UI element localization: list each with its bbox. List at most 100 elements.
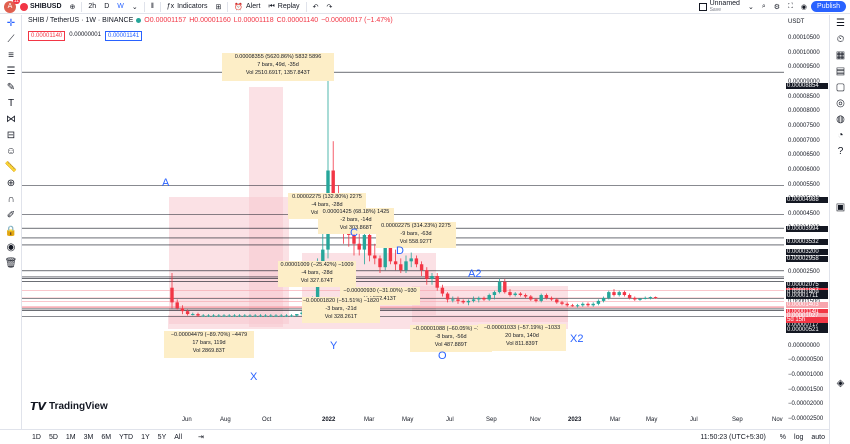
interval-w[interactable]: W (117, 3, 124, 10)
price-tick-label: 0.00010500 (788, 35, 820, 41)
range-6m[interactable]: 6M (101, 433, 112, 441)
zoom-icon[interactable]: ⊕ (6, 177, 16, 189)
publish-button[interactable]: Publish (811, 1, 846, 12)
go-to-date-icon[interactable]: ⇥ (198, 434, 204, 441)
interval-d[interactable]: D (104, 3, 110, 10)
horizontal-lines-icon[interactable]: ≡ (8, 49, 14, 61)
fullscreen-icon[interactable]: ⛶ (788, 2, 793, 10)
log-toggle[interactable]: log (794, 433, 804, 441)
trash-icon[interactable]: 🗑 (4, 257, 18, 269)
range-1d[interactable]: 1D (32, 433, 41, 441)
help-icon[interactable]: ? (837, 145, 844, 157)
wave-label-x2[interactable]: X2 (570, 333, 584, 345)
range-ytd[interactable]: YTD (119, 433, 134, 441)
symbol-search[interactable]: SHIBUSD (16, 0, 66, 14)
measure-box[interactable]: 0.00001425 (68.18%) 1425 -2 bars, -14d V… (318, 208, 394, 234)
data-window-icon[interactable]: ▦ (835, 49, 846, 61)
price-level-label[interactable]: 0.00004988 (786, 196, 828, 203)
range-5d[interactable]: 5D (48, 433, 58, 441)
wave-label-a[interactable]: A (162, 177, 170, 189)
wave-label-a2[interactable]: A2 (468, 268, 482, 280)
range-1m[interactable]: 1M (65, 433, 76, 441)
interval-dropdown-icon[interactable]: ⌄ (131, 3, 138, 11)
streams-icon[interactable]: ◍ (836, 113, 845, 125)
candle-style-icon[interactable]: ⫴ (150, 2, 154, 10)
price-level-label[interactable]: 0.00000717 (786, 321, 828, 328)
camera-icon[interactable]: ◉ (800, 3, 808, 11)
text-icon[interactable]: T (7, 97, 15, 109)
price-axis[interactable]: USDT 0.00010500 0.00010000 0.00009500 0.000… (784, 15, 829, 429)
ideas-icon[interactable]: ◎ (836, 97, 845, 109)
layout-button[interactable]: Unnamed Save (695, 0, 744, 14)
wave-label-d[interactable]: D (396, 245, 404, 257)
watchlist-icon[interactable]: ☰ (836, 17, 845, 29)
chart-pane[interactable]: SHIB / TetherUS · 1W · BINANCE O0.000011… (22, 15, 784, 429)
pine-icon[interactable]: ▣ (835, 201, 846, 213)
time-axis[interactable]: Jun Aug Oct 2022 Mar May Jul Sep Nov 2023 Mar May Ju… (22, 414, 784, 428)
undo-icon[interactable]: ↶ (312, 3, 319, 11)
measure-box[interactable]: −0.00004479 (−89.70%) −4479 17 bars, 119… (164, 331, 254, 358)
price-tick-label: 0.00009000 (788, 78, 820, 85)
notifications-icon[interactable]: ◔ (837, 129, 844, 141)
price-level-label[interactable]: 0.00008854 (786, 83, 828, 90)
range-all[interactable]: All (174, 433, 183, 441)
search-icon[interactable]: ⌕ (761, 2, 766, 10)
measure-text: -2 bars, -14d (340, 217, 372, 223)
magnet-icon[interactable]: ∩ (7, 193, 15, 205)
price-level-label[interactable]: 0.00003200 (786, 248, 828, 255)
price-level-label[interactable]: 0.00003994 (786, 225, 828, 232)
templates-icon[interactable]: ⊞ (215, 3, 222, 11)
prediction-icon[interactable]: ⊟ (6, 129, 16, 141)
auto-toggle[interactable]: auto (811, 433, 825, 441)
calendar-icon[interactable]: ▤ (835, 65, 846, 77)
lock-pencil-icon[interactable]: ✐ (6, 209, 16, 221)
replay-button[interactable]: ⏮ Replay (264, 0, 303, 14)
price-level-label[interactable]: 0.00002958 (786, 255, 828, 262)
ask-price[interactable]: 0.00001141 (104, 31, 143, 41)
interval-2h[interactable]: 2h (88, 3, 97, 10)
measure-box[interactable]: 0.00002275 (314.23%) 2275 -9 bars, -63d … (376, 222, 456, 248)
ruler-icon[interactable]: 📏 (4, 161, 18, 173)
measure-box[interactable]: −0.00001033 (−57.19%) −1033 20 bars, 140… (478, 324, 566, 351)
fib-icon[interactable]: ☰ (6, 65, 16, 77)
range-3m[interactable]: 3M (83, 433, 94, 441)
layout-dropdown-icon[interactable]: ⌄ (747, 3, 754, 11)
emoji-icon[interactable]: ☺ (5, 145, 17, 157)
measure-box[interactable]: −0.00001820 (−51.51%) −1820 -3 bars, -21… (302, 297, 380, 323)
redo-icon[interactable]: ↷ (326, 3, 333, 11)
percent-toggle[interactable]: % (779, 433, 787, 441)
indicators-button[interactable]: ƒx Indicators (163, 0, 212, 14)
user-avatar[interactable]: A 11 (4, 0, 20, 13)
lock-icon[interactable]: 🔒 (4, 225, 18, 237)
alert-button[interactable]: ⏰ Alert (230, 0, 264, 14)
measure-box-top[interactable]: 0.00008355 (5620.86%) 5832 5896 7 bars, … (222, 53, 334, 81)
wave-label-x[interactable]: X (250, 371, 258, 383)
trend-line-icon[interactable]: ⟋ (7, 33, 15, 45)
price-level-label[interactable]: 0.00003532 (786, 239, 828, 246)
clock-time[interactable]: 11:50:23 (UTC+5:30) (700, 433, 766, 441)
compare-plus-icon[interactable]: ⊕ (69, 3, 76, 11)
price-level-label[interactable]: 0.00000521 (786, 327, 828, 334)
chat-icon[interactable]: ▢ (835, 81, 846, 93)
alerts-clock-icon[interactable]: ⏲ (836, 33, 845, 45)
layers-icon[interactable]: ◈ (836, 377, 845, 389)
range-1y[interactable]: 1Y (141, 433, 150, 441)
wave-label-y[interactable]: Y (330, 340, 338, 352)
pattern-icon[interactable]: ⋈ (6, 113, 16, 125)
price-level-label[interactable]: 0.00002075 (786, 281, 828, 288)
price-level-label[interactable]: 0.00001711 (786, 292, 828, 299)
range-5y[interactable]: 5Y (157, 433, 167, 441)
price-level-label[interactable]: 0.00001027 (786, 312, 828, 319)
wave-label-c[interactable]: C (350, 227, 358, 239)
price-level-label[interactable]: 0.00001140 (786, 309, 828, 316)
currency-label[interactable]: USDT (788, 19, 805, 25)
eye-icon[interactable]: ◉ (6, 241, 16, 253)
bid-price[interactable]: 0.00001140 (28, 31, 66, 41)
wave-label-o[interactable]: O (438, 350, 447, 362)
measure-text: −0.00001033 (−57.19%) −1033 (483, 325, 561, 331)
crosshair-icon[interactable]: ✛ (6, 17, 16, 29)
settings-gear-icon[interactable]: ⚙ (773, 3, 781, 11)
price-level-label[interactable]: 0.00001403 (786, 301, 828, 308)
measure-box[interactable]: 0.00001009 (−25.42%) −1009 -4 bars, -28d… (278, 261, 356, 287)
brush-icon[interactable]: ✎ (6, 81, 16, 93)
